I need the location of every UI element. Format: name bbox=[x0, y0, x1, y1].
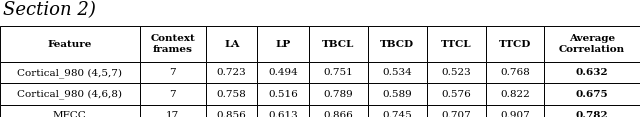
Text: Section 2): Section 2) bbox=[3, 1, 96, 19]
